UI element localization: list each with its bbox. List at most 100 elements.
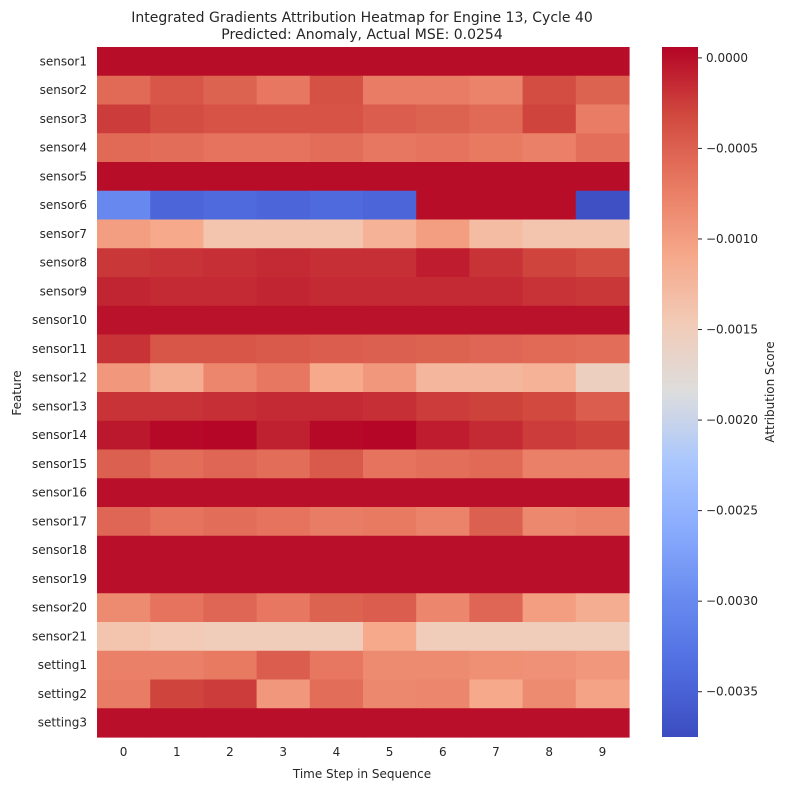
heatmap-cell: [575, 708, 630, 738]
heatmap-cell: [469, 478, 524, 508]
heatmap-cell: [309, 679, 364, 709]
colorbar-tick-label: −0.0025: [706, 504, 758, 518]
y-tick-label: sensor13: [32, 399, 87, 413]
heatmap-cell: [309, 219, 364, 249]
heatmap-cell: [203, 277, 258, 307]
x-tick-label: 3: [279, 745, 287, 759]
heatmap-cell: [416, 305, 470, 336]
heatmap-cell: [203, 162, 258, 192]
y-tick-label: setting2: [38, 687, 87, 701]
heatmap-cell: [575, 420, 630, 451]
heatmap-cell: [97, 564, 151, 594]
y-tick-label: sensor18: [32, 543, 87, 557]
y-tick-label: sensor7: [40, 227, 87, 241]
heatmap-cell: [522, 277, 577, 307]
heatmap-cell: [469, 248, 524, 278]
heatmap-cell: [575, 190, 630, 221]
heatmap-cell: [203, 75, 258, 106]
x-tick-label: 7: [492, 745, 500, 759]
heatmap-cell: [150, 104, 204, 134]
heatmap-cell: [203, 334, 258, 364]
heatmap-cell: [150, 507, 204, 537]
heatmap-cell: [575, 248, 630, 278]
heatmap-cell: [363, 248, 417, 278]
heatmap-cell: [97, 248, 151, 278]
heatmap-cell: [522, 449, 577, 479]
heatmap-cell: [309, 507, 364, 537]
heatmap-cell: [256, 190, 311, 221]
heatmap-cell: [522, 622, 577, 652]
heatmap-cells: [97, 47, 630, 738]
heatmap-cell: [256, 708, 311, 738]
heatmap-cell: [97, 622, 151, 652]
heatmap-cell: [469, 449, 524, 479]
heatmap-cell: [469, 392, 524, 422]
heatmap-cell: [416, 104, 470, 134]
heatmap-cell: [97, 277, 151, 307]
heatmap-cell: [363, 679, 417, 709]
x-tick-label: 0: [120, 745, 128, 759]
colorbar-tick-label: −0.0035: [706, 685, 758, 699]
heatmap-cell: [416, 507, 470, 537]
heatmap-cell: [97, 650, 151, 681]
heatmap-cell: [575, 679, 630, 709]
heatmap-cell: [575, 104, 630, 134]
heatmap-cell: [416, 334, 470, 364]
heatmap-cell: [309, 593, 364, 623]
heatmap-cell: [309, 334, 364, 364]
heatmap-cell: [97, 104, 151, 134]
colorbar-ticks: 0.0000 −0.0005 −0.0010 −0.0015 −0.0020 −0.002…: [698, 51, 758, 699]
heatmap-cell: [309, 305, 364, 336]
x-tick-label: 5: [386, 745, 394, 759]
heatmap-cell: [309, 47, 364, 77]
y-tick-label: sensor5: [40, 169, 87, 183]
heatmap-cell: [150, 363, 204, 393]
heatmap-cell: [97, 334, 151, 364]
y-tick-label: sensor11: [32, 342, 87, 356]
heatmap-cell: [203, 219, 258, 249]
heatmap-cell: [416, 47, 470, 77]
heatmap-cell: [256, 277, 311, 307]
heatmap-cell: [522, 133, 577, 163]
colorbar-tick-label: −0.0020: [706, 413, 758, 427]
heatmap-cell: [522, 507, 577, 537]
heatmap-cell: [575, 334, 630, 364]
heatmap-cell: [256, 622, 311, 652]
heatmap-cell: [203, 650, 258, 681]
y-tick-label: sensor20: [32, 601, 87, 615]
heatmap-cell: [150, 478, 204, 508]
heatmap-cell: [309, 449, 364, 479]
heatmap-cell: [416, 190, 470, 221]
heatmap-cell: [256, 104, 311, 134]
heatmap-cell: [256, 334, 311, 364]
y-tick-label: sensor15: [32, 457, 87, 471]
heatmap-cell: [309, 708, 364, 738]
heatmap-cell: [522, 162, 577, 192]
heatmap-cell: [97, 47, 151, 77]
heatmap-cell: [150, 392, 204, 422]
heatmap-cell: [522, 363, 577, 393]
y-tick-label: sensor17: [32, 514, 87, 528]
heatmap-cell: [97, 507, 151, 537]
y-tick-label: sensor2: [40, 83, 87, 97]
heatmap-cell: [203, 507, 258, 537]
heatmap-cell: [575, 305, 630, 336]
y-tick-label: sensor10: [32, 313, 87, 327]
heatmap-cell: [150, 622, 204, 652]
heatmap-cell: [363, 133, 417, 163]
heatmap-cell: [522, 392, 577, 422]
heatmap-cell: [309, 363, 364, 393]
heatmap-cell: [256, 162, 311, 192]
heatmap-cell: [363, 219, 417, 249]
heatmap-cell: [522, 708, 577, 738]
heatmap-cell: [203, 104, 258, 134]
heatmap-cell: [150, 47, 204, 77]
heatmap-cell: [256, 248, 311, 278]
heatmap-cell: [575, 392, 630, 422]
heatmap-cell: [256, 650, 311, 681]
heatmap-cell: [522, 104, 577, 134]
y-tick-label: sensor1: [40, 54, 87, 68]
heatmap-cell: [469, 564, 524, 594]
heatmap-cell: [363, 535, 417, 566]
